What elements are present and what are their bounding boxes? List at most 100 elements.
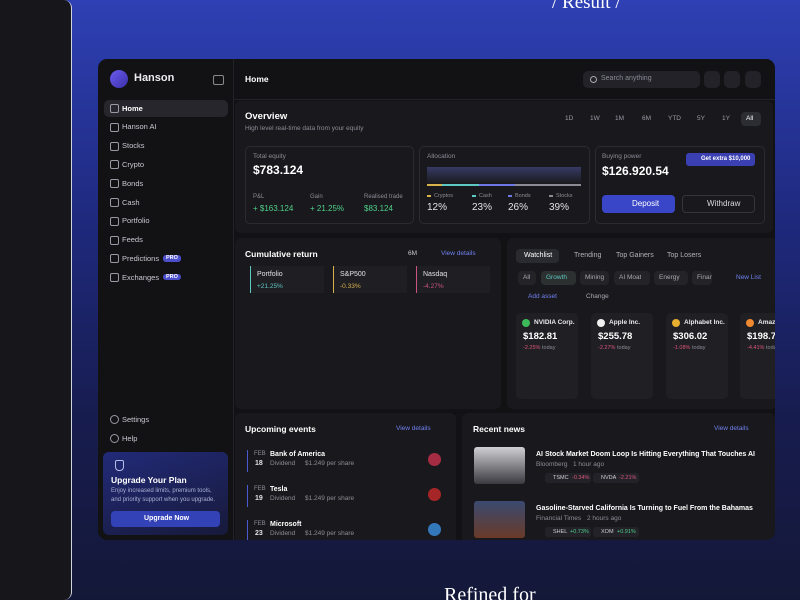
- tab-active: [516, 249, 559, 263]
- deposit-label[interactable]: Deposit: [632, 199, 660, 209]
- nav-item[interactable]: Crypto: [122, 159, 145, 169]
- event-type: Dividend: [270, 530, 296, 538]
- nav-item[interactable]: Cash: [122, 197, 140, 207]
- asset-card[interactable]: [666, 313, 728, 399]
- toolbar-button[interactable]: [724, 71, 740, 88]
- deposit-button[interactable]: [602, 195, 675, 213]
- add-asset[interactable]: Add asset: [528, 293, 557, 301]
- nav-icon: [110, 254, 119, 264]
- asset-change: -4.41%: [747, 344, 765, 351]
- upgrade-button-label[interactable]: Upgrade Now: [144, 514, 190, 522]
- filter-chip[interactable]: [654, 271, 688, 285]
- nav-item[interactable]: Bonds: [122, 178, 144, 188]
- filter-chip[interactable]: [518, 271, 536, 285]
- filter-label[interactable]: Mining: [585, 274, 605, 282]
- filter-label[interactable]: AI Moat: [619, 274, 642, 282]
- nav-icon: [110, 198, 119, 207]
- filter-label[interactable]: Energy: [659, 274, 680, 282]
- period-select[interactable]: 6M: [408, 250, 418, 258]
- events-panel: [235, 413, 456, 540]
- filter-label[interactable]: Finance: [697, 274, 712, 282]
- filter-chip[interactable]: [692, 271, 712, 285]
- range-button[interactable]: 1W: [590, 115, 600, 123]
- equity-label: Total equity: [253, 153, 286, 161]
- filter-chip[interactable]: [580, 271, 609, 285]
- tab[interactable]: Watchlist: [524, 251, 553, 259]
- asset-price: $182.81: [523, 331, 558, 343]
- promo-badge[interactable]: [686, 153, 755, 166]
- news-title: Recent news: [473, 423, 525, 434]
- nav-icon: [110, 235, 119, 245]
- event-detail: $1.249 per share: [305, 460, 355, 468]
- asset-card[interactable]: [740, 313, 775, 399]
- nav-item[interactable]: Stocks: [122, 141, 145, 151]
- view-details[interactable]: View details: [441, 250, 476, 258]
- change-button[interactable]: Change: [586, 293, 609, 301]
- toolbar-button[interactable]: [745, 71, 761, 88]
- range-button[interactable]: 5Y: [697, 115, 705, 123]
- nav-item[interactable]: Portfolio: [122, 216, 150, 226]
- range-button[interactable]: 1Y: [722, 115, 730, 123]
- filter-label[interactable]: Growth: [546, 274, 567, 282]
- withdraw-button[interactable]: [682, 195, 755, 213]
- nav-item[interactable]: Feeds: [122, 235, 143, 245]
- promo-text[interactable]: Get extra $10,000: [701, 155, 751, 162]
- nav-icon: [110, 122, 119, 132]
- tab[interactable]: Trending: [574, 251, 602, 259]
- ticker-symbol: XOM: [601, 528, 614, 535]
- allocation-card: [419, 146, 590, 224]
- buying-label: Buying power: [602, 153, 642, 161]
- news-image: [474, 501, 525, 538]
- withdraw-label[interactable]: Withdraw: [707, 199, 741, 209]
- toolbar-button[interactable]: [704, 71, 720, 88]
- news-headline[interactable]: Gasoline-Starved California Is Turning t…: [536, 504, 753, 512]
- range-button[interactable]: YTD: [668, 115, 681, 123]
- nav-item[interactable]: Help: [122, 433, 138, 443]
- range-button[interactable]: 6M: [642, 115, 652, 123]
- range-button[interactable]: 1D: [565, 115, 574, 123]
- allocation-value: 39%: [549, 202, 570, 213]
- legend-name: Nasdaq: [423, 270, 448, 278]
- tab[interactable]: Top Gainers: [616, 251, 654, 259]
- sidebar-toggle[interactable]: [213, 75, 224, 85]
- allocation-name: Cryptos: [434, 192, 453, 199]
- allocation-swatch: [472, 195, 476, 197]
- news-headline[interactable]: AI Stock Market Doom Loop Is Hitting Eve…: [536, 450, 755, 458]
- upgrade-button[interactable]: [111, 511, 220, 527]
- filter-label[interactable]: All: [523, 274, 531, 282]
- range-active: [741, 112, 761, 126]
- asset-name: Amazon: [758, 319, 775, 327]
- asset-card[interactable]: [516, 313, 578, 399]
- cumulative-panel: [235, 238, 501, 409]
- filter-chip[interactable]: [614, 271, 650, 285]
- nav-item[interactable]: Home: [122, 103, 143, 113]
- search-placeholder[interactable]: Search anything: [601, 75, 652, 83]
- range-button[interactable]: All: [746, 115, 754, 123]
- tab[interactable]: Top Losers: [667, 251, 702, 259]
- asset-change: -2.25%: [523, 344, 541, 351]
- nav-icon: [110, 216, 119, 226]
- range-button[interactable]: 1M: [615, 115, 625, 123]
- overview-title: Overview: [245, 111, 288, 123]
- view-details[interactable]: View details: [396, 425, 431, 433]
- event-marker: [247, 450, 248, 472]
- ticker-chip: [593, 473, 639, 483]
- event-day: 19: [255, 494, 263, 502]
- new-list[interactable]: New List: [736, 274, 761, 282]
- allocation-value: 26%: [508, 202, 529, 213]
- nav-item[interactable]: Hanson AI: [122, 122, 157, 132]
- allocation-swatch: [549, 195, 553, 197]
- view-details[interactable]: View details: [714, 425, 749, 433]
- allocation-value: 12%: [427, 202, 448, 213]
- stat-label: Gain: [310, 194, 323, 201]
- nav-item[interactable]: Exchanges: [122, 272, 160, 282]
- search-box[interactable]: [583, 71, 700, 88]
- asset-card[interactable]: [591, 313, 653, 399]
- ticker-chip: [593, 527, 639, 537]
- nav-item[interactable]: Predictions: [122, 253, 160, 263]
- company-icon: [428, 523, 441, 536]
- stat-label: Realised trade: [364, 194, 403, 201]
- filter-chip[interactable]: [541, 271, 576, 285]
- brand: Hanson: [134, 72, 175, 85]
- nav-item[interactable]: Settings: [122, 414, 150, 424]
